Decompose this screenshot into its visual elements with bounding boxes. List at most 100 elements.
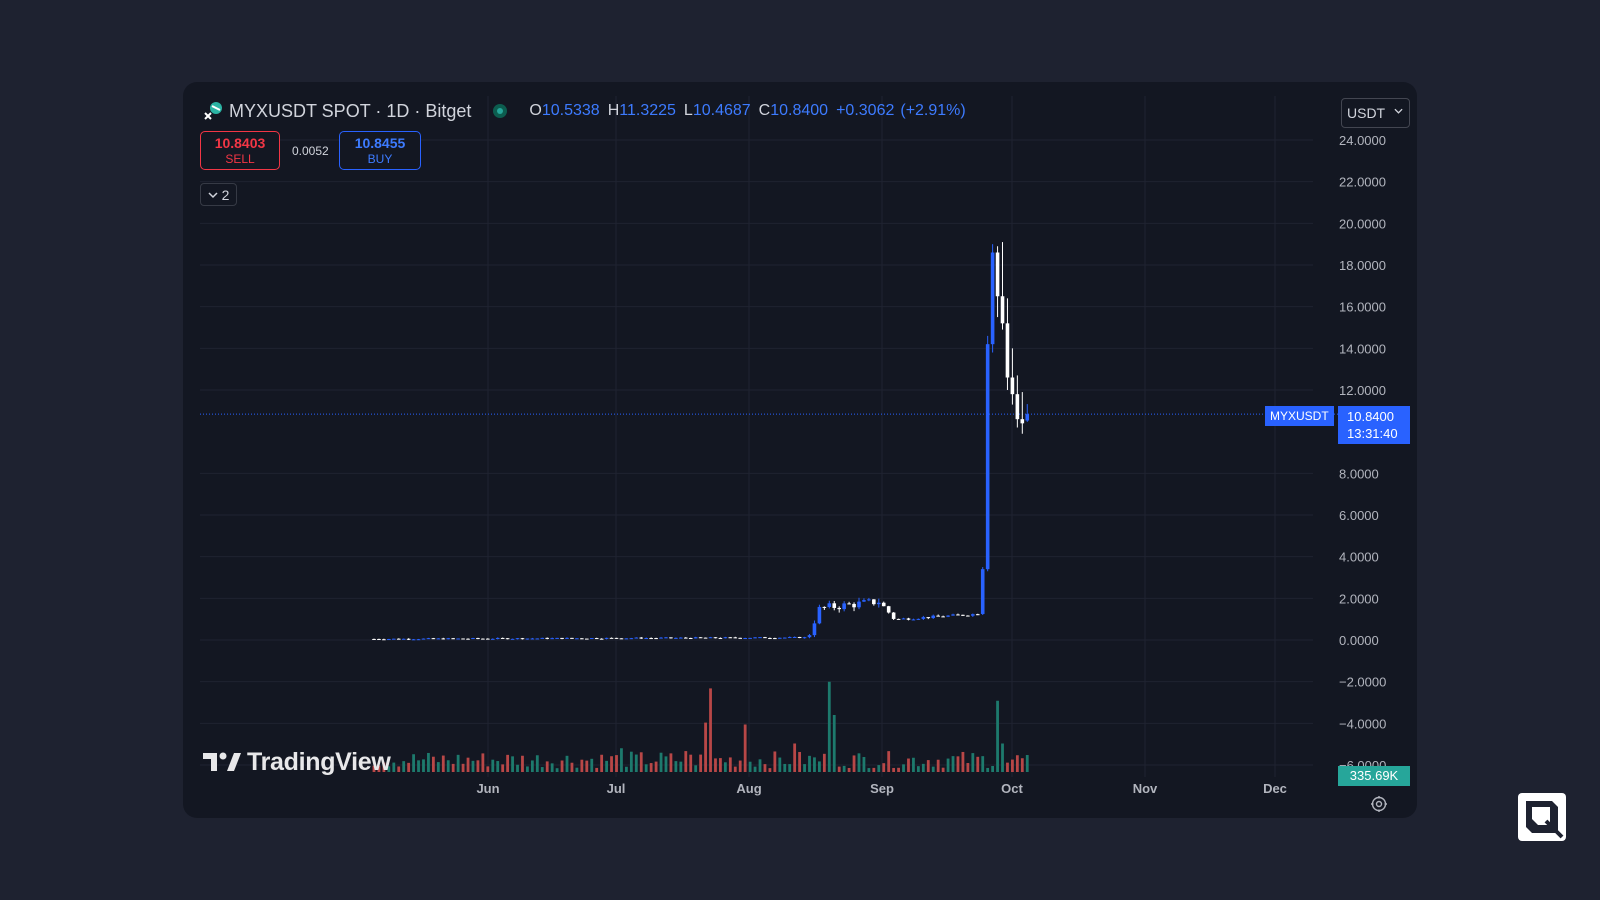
volume-bar xyxy=(431,756,435,772)
candle-body xyxy=(817,606,822,624)
volume-bar xyxy=(758,759,762,772)
volume-bar xyxy=(862,757,866,772)
spread-value: 0.0052 xyxy=(292,144,329,158)
volume-value-tag: 335.69K xyxy=(1338,766,1410,786)
volume-bar xyxy=(768,768,772,772)
volume-bar xyxy=(709,688,712,772)
volume-bar xyxy=(570,762,574,772)
candle-body xyxy=(401,638,406,640)
sell-button[interactable]: 10.8403 SELL xyxy=(200,131,280,170)
volume-bar xyxy=(605,760,608,772)
candle-body xyxy=(505,638,510,640)
volume-bar xyxy=(1001,743,1004,772)
candle-body xyxy=(644,638,648,640)
candle-body xyxy=(634,637,639,639)
candle-body xyxy=(946,615,950,617)
candle-body xyxy=(886,606,891,613)
volume-bar xyxy=(714,758,717,772)
volume-bar xyxy=(654,761,658,772)
volume-bar xyxy=(991,765,995,772)
volume-bar xyxy=(976,756,980,772)
candle-body xyxy=(971,614,975,616)
indicators-toggle[interactable]: 2 xyxy=(200,183,237,206)
volume-bar xyxy=(595,767,599,772)
candle-body xyxy=(565,637,569,639)
buy-button[interactable]: 10.8455 BUY xyxy=(339,131,421,170)
candle-body xyxy=(758,637,762,639)
volume-bar xyxy=(436,762,440,772)
volume-bar xyxy=(961,751,965,772)
candle-body xyxy=(481,638,485,640)
currency-select[interactable]: USDT xyxy=(1341,98,1410,128)
volume-bar xyxy=(550,763,554,772)
candle-body xyxy=(530,638,535,640)
candle-body xyxy=(391,638,396,640)
volume-bar xyxy=(1020,758,1024,772)
volume-bar xyxy=(417,760,420,772)
candle-body xyxy=(926,617,931,619)
change-percent: (+2.91%) xyxy=(900,102,966,119)
low-value: 10.4687 xyxy=(692,102,751,119)
candle-body xyxy=(822,606,827,608)
volume-bar xyxy=(1025,755,1029,772)
volume-bar xyxy=(407,762,411,772)
volume-bar xyxy=(674,761,678,772)
candle-body xyxy=(659,637,663,639)
symbol-title[interactable]: MYXUSDT SPOT · 1D · Bitget xyxy=(229,100,472,121)
tradingview-watermark: TradingView xyxy=(203,747,391,777)
volume-bar xyxy=(387,766,391,772)
candle-body xyxy=(852,603,856,608)
open-value: 10.5338 xyxy=(541,102,600,119)
volume-bar xyxy=(926,760,930,772)
volume-bar xyxy=(733,766,737,772)
candle-body xyxy=(387,639,391,641)
candle-body xyxy=(575,638,579,640)
y-tick-label: −4.0000 xyxy=(1339,716,1386,731)
volume-bar xyxy=(1011,759,1014,772)
volume-bar xyxy=(743,724,747,772)
volume-bar xyxy=(852,755,856,772)
candle-body xyxy=(901,618,906,620)
candle-body xyxy=(812,623,817,636)
volume-bar xyxy=(392,762,396,772)
volume-bar xyxy=(704,722,707,772)
candle-body xyxy=(406,638,411,640)
volume-bar xyxy=(827,681,831,772)
candle-body xyxy=(708,637,713,639)
x-tick-label: Oct xyxy=(1001,781,1023,796)
volume-bar xyxy=(466,757,470,772)
candle-body xyxy=(807,635,812,638)
volume-bar xyxy=(486,766,490,772)
chevron-down-icon xyxy=(208,191,218,198)
volume-bar xyxy=(872,767,876,772)
chevron-down-icon xyxy=(1394,108,1403,114)
volume-bar xyxy=(783,763,787,772)
candle-body xyxy=(723,637,728,639)
volume-bar xyxy=(649,763,653,772)
x-tick-label: Sep xyxy=(870,781,894,796)
x-tick-label: Nov xyxy=(1133,781,1158,796)
candle-body xyxy=(540,637,545,639)
chart-panel: 24.0000 22.0000 20.0000 18.0000 16.0000 14.00… xyxy=(183,82,1417,818)
volume-bar xyxy=(916,766,920,772)
volume-bar xyxy=(560,760,564,772)
close-value: 10.8400 xyxy=(770,102,829,119)
volume-bar xyxy=(397,766,401,772)
candle-body xyxy=(768,637,772,639)
candle-body xyxy=(446,638,451,640)
volume-bar xyxy=(931,766,935,772)
volume-bar xyxy=(719,758,722,772)
volume-bar xyxy=(511,756,514,772)
gear-icon[interactable] xyxy=(1369,794,1389,814)
candle-body xyxy=(847,603,851,605)
candle-body xyxy=(713,637,718,639)
currency-value: USDT xyxy=(1347,105,1386,121)
candle-body xyxy=(599,638,604,640)
candle-body xyxy=(1020,419,1025,424)
volume-bar xyxy=(813,757,816,772)
candle-body xyxy=(961,614,965,616)
candle-body xyxy=(896,618,901,620)
candle-body xyxy=(728,637,733,639)
candle-body xyxy=(862,600,866,602)
price-chart[interactable]: 24.000022.000020.000018.000016.000014.00… xyxy=(183,82,1417,818)
